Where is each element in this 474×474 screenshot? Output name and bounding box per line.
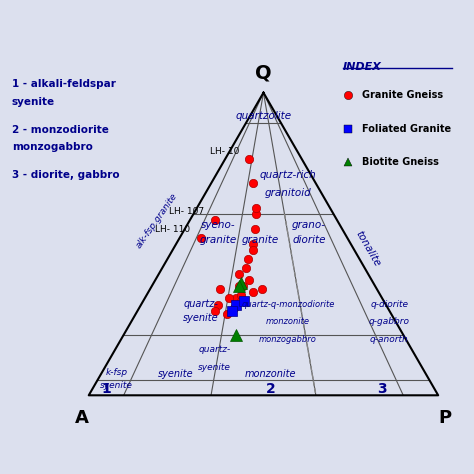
Text: 3 - diorite, gabbro: 3 - diorite, gabbro: [12, 170, 119, 180]
Text: Q: Q: [255, 63, 272, 82]
Text: syeno-: syeno-: [201, 220, 236, 230]
Text: quartz-: quartz-: [199, 346, 231, 355]
Text: 1 - alkali-feldspar: 1 - alkali-feldspar: [12, 79, 116, 89]
Text: syenite: syenite: [183, 313, 219, 323]
Text: Biotite Gneiss: Biotite Gneiss: [362, 157, 438, 167]
Text: INDEX: INDEX: [343, 62, 382, 72]
Text: syenite: syenite: [100, 381, 133, 390]
Text: monzogabbro: monzogabbro: [259, 335, 317, 344]
Text: Granite Gneiss: Granite Gneiss: [362, 91, 443, 100]
Text: LH- 110: LH- 110: [155, 226, 190, 235]
Text: 2: 2: [265, 382, 275, 396]
Text: quartzolite: quartzolite: [236, 111, 292, 121]
Text: syenite: syenite: [198, 363, 231, 372]
Text: quartz-rich: quartz-rich: [260, 170, 316, 180]
Text: P: P: [438, 409, 452, 427]
Text: 2 - monzodiorite: 2 - monzodiorite: [12, 125, 109, 135]
Text: monzonite: monzonite: [245, 369, 296, 379]
Text: A: A: [75, 409, 89, 427]
Text: q-gabbro: q-gabbro: [369, 318, 410, 327]
Text: diorite: diorite: [292, 235, 326, 245]
Text: Foliated Granite: Foliated Granite: [362, 124, 451, 134]
Text: monzonite: monzonite: [266, 318, 310, 327]
Text: 3: 3: [377, 382, 387, 396]
Text: q-diorite: q-diorite: [370, 300, 408, 309]
Text: LH- 10: LH- 10: [210, 147, 239, 156]
Text: LH- 107: LH- 107: [169, 207, 204, 216]
Text: alk-fsp.granite: alk-fsp.granite: [135, 191, 179, 250]
Text: granite: granite: [241, 235, 279, 245]
Text: quartz-q-monzodiorite: quartz-q-monzodiorite: [241, 300, 335, 309]
Text: granite: granite: [200, 235, 237, 245]
Text: q-anorth: q-anorth: [370, 335, 409, 344]
Text: granitoid: granitoid: [264, 188, 311, 198]
Text: grano-: grano-: [292, 220, 326, 230]
Text: syenite: syenite: [12, 97, 55, 107]
Text: tonalite: tonalite: [354, 229, 383, 268]
Text: 1: 1: [101, 382, 111, 396]
Text: syenite: syenite: [158, 369, 194, 379]
Text: quartz-: quartz-: [183, 300, 218, 310]
Text: monzogabbro: monzogabbro: [12, 142, 93, 152]
Text: k-fsp: k-fsp: [106, 368, 128, 377]
